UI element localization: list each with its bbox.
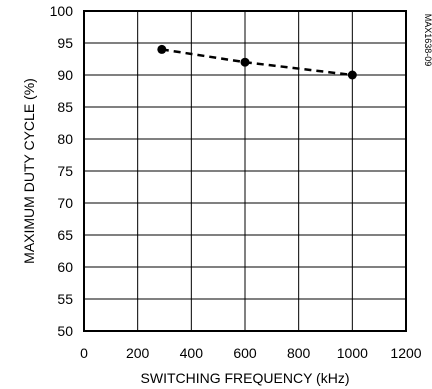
- y-tick-label: 50: [57, 323, 73, 339]
- x-tick-label: 800: [287, 345, 311, 361]
- y-tick-label: 85: [57, 99, 73, 115]
- data-point: [240, 57, 250, 67]
- y-tick-label: 90: [57, 67, 73, 83]
- x-tick-label: 0: [80, 345, 88, 361]
- data-series: [157, 44, 357, 80]
- x-tick-labels: 0 200 400 600 800 1000 1200: [80, 345, 422, 361]
- y-tick-label: 75: [57, 163, 73, 179]
- series-line: [161, 48, 353, 77]
- y-tick-label: 65: [57, 227, 73, 243]
- x-tick-label: 1000: [337, 345, 368, 361]
- figure-code-annotation: MAX1638-09: [423, 14, 432, 67]
- y-tick-label: 100: [50, 3, 74, 19]
- y-tick-label: 60: [57, 259, 73, 275]
- x-tick-label: 400: [180, 345, 204, 361]
- y-tick-labels: 50 55 60 65 70 75 80 85 90 95 100: [50, 3, 74, 339]
- x-tick-label: 200: [126, 345, 150, 361]
- plot-frame: [83, 10, 407, 332]
- data-point: [157, 44, 167, 54]
- y-tick-label: 95: [57, 35, 73, 51]
- x-axis-label: SWITCHING FREQUENCY (kHz): [141, 370, 350, 386]
- data-point: [347, 70, 357, 80]
- y-tick-label: 55: [57, 291, 73, 307]
- y-tick-label: 70: [57, 195, 73, 211]
- x-tick-label: 1200: [390, 345, 421, 361]
- x-tick-label: 600: [233, 345, 257, 361]
- y-tick-label: 80: [57, 131, 73, 147]
- y-axis-label: MAXIMUM DUTY CYCLE (%): [21, 78, 37, 264]
